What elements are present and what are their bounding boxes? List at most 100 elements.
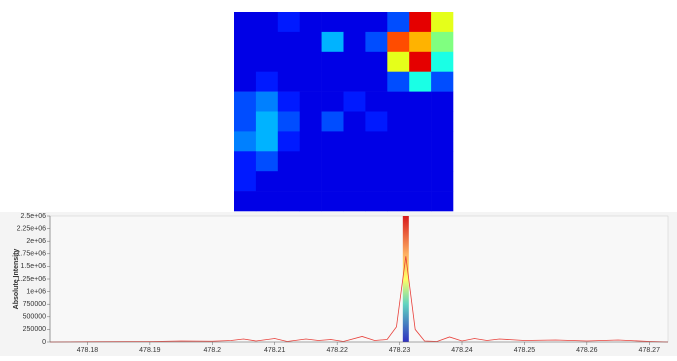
pixel [365, 91, 388, 112]
pixel [431, 131, 454, 152]
x-tick-label: 478.26 [576, 347, 598, 354]
pixel [343, 31, 366, 53]
x-tick-label: 478.25 [514, 347, 536, 354]
pixel [409, 12, 432, 33]
pixel [365, 71, 388, 92]
pixel [387, 111, 410, 132]
y-axis-label: Absolute Intensity [13, 249, 20, 310]
x-tick-label: 478.24 [451, 347, 473, 354]
pixel [409, 31, 432, 53]
y-tick-label: 2.5e+06 [21, 213, 47, 220]
pixel [431, 171, 454, 192]
pixel [234, 12, 257, 33]
pixel [409, 171, 432, 192]
pixel [343, 171, 366, 192]
pixel [343, 191, 366, 212]
y-tick-label: 500000 [23, 314, 46, 321]
pixel [409, 91, 432, 112]
pixel [387, 191, 410, 212]
y-tick-label: 1.75e+06 [17, 251, 46, 258]
y-tick-label: 0 [42, 339, 46, 346]
y-tick-label: 750000 [23, 301, 46, 308]
y-tick-label: 1.25e+06 [17, 276, 46, 283]
plot-area [49, 215, 669, 343]
pixel [431, 71, 454, 92]
pixel [343, 91, 366, 112]
pixel [255, 171, 279, 192]
pixel [387, 31, 410, 53]
pixel [321, 12, 344, 33]
pixel [234, 71, 257, 92]
pixel [299, 91, 322, 112]
pixel [299, 111, 322, 132]
spectrum-line [49, 256, 669, 343]
pixel [299, 12, 322, 33]
pixel [409, 151, 432, 172]
pixel [387, 171, 410, 192]
pixel [343, 71, 366, 92]
pixel [409, 191, 432, 212]
pixel [365, 151, 388, 172]
pixel [321, 71, 344, 92]
pixel [277, 31, 300, 53]
pixel [321, 31, 344, 53]
pixel [234, 51, 257, 72]
pixel [431, 51, 454, 72]
x-tick-label: 478.23 [389, 347, 411, 354]
pixel [365, 131, 388, 152]
pixel [255, 31, 279, 53]
pixel [299, 71, 322, 92]
pixel [299, 31, 322, 53]
pixel [255, 51, 279, 72]
pixel [431, 12, 454, 33]
pixel [277, 171, 300, 192]
pixel [343, 131, 366, 152]
pixel [409, 111, 432, 132]
pixel [343, 111, 366, 132]
pixel [365, 111, 388, 132]
pixel [409, 131, 432, 152]
y-tick-label: 2.25e+06 [17, 225, 46, 232]
pixel [255, 191, 279, 212]
pixel [365, 31, 388, 53]
pixel [299, 171, 322, 192]
pixel [234, 31, 257, 53]
pixel [299, 191, 322, 212]
pixel [255, 91, 279, 112]
pixel [255, 111, 279, 132]
pixel [409, 51, 432, 72]
y-tick-label: 250000 [23, 326, 46, 333]
x-tick-label: 478.21 [264, 347, 286, 354]
pixel [234, 191, 257, 212]
y-tick-label: 1e+06 [26, 288, 46, 295]
pixel [277, 71, 300, 92]
pixel [255, 131, 279, 152]
x-tick-label: 478.18 [77, 347, 99, 354]
x-tick-label: 478.22 [326, 347, 348, 354]
pixel [234, 151, 257, 172]
pixel [409, 71, 432, 92]
x-tick-label: 478.19 [139, 347, 161, 354]
pixel [321, 191, 344, 212]
pixel [343, 51, 366, 72]
pixel [321, 91, 344, 112]
pixel [277, 131, 300, 152]
pixel [343, 151, 366, 172]
pixel [255, 151, 279, 172]
pixel [234, 91, 257, 112]
pixel [299, 131, 322, 152]
pixel [365, 191, 388, 212]
pixel [365, 51, 388, 72]
pixel [277, 51, 300, 72]
pixel [343, 12, 366, 33]
pixel [321, 111, 344, 132]
pixel [255, 71, 279, 92]
pixel [321, 171, 344, 192]
pixel [321, 131, 344, 152]
pixel [387, 51, 410, 72]
pixel [387, 131, 410, 152]
pixel [299, 51, 322, 72]
pixel [431, 191, 454, 212]
pixel [431, 151, 454, 172]
